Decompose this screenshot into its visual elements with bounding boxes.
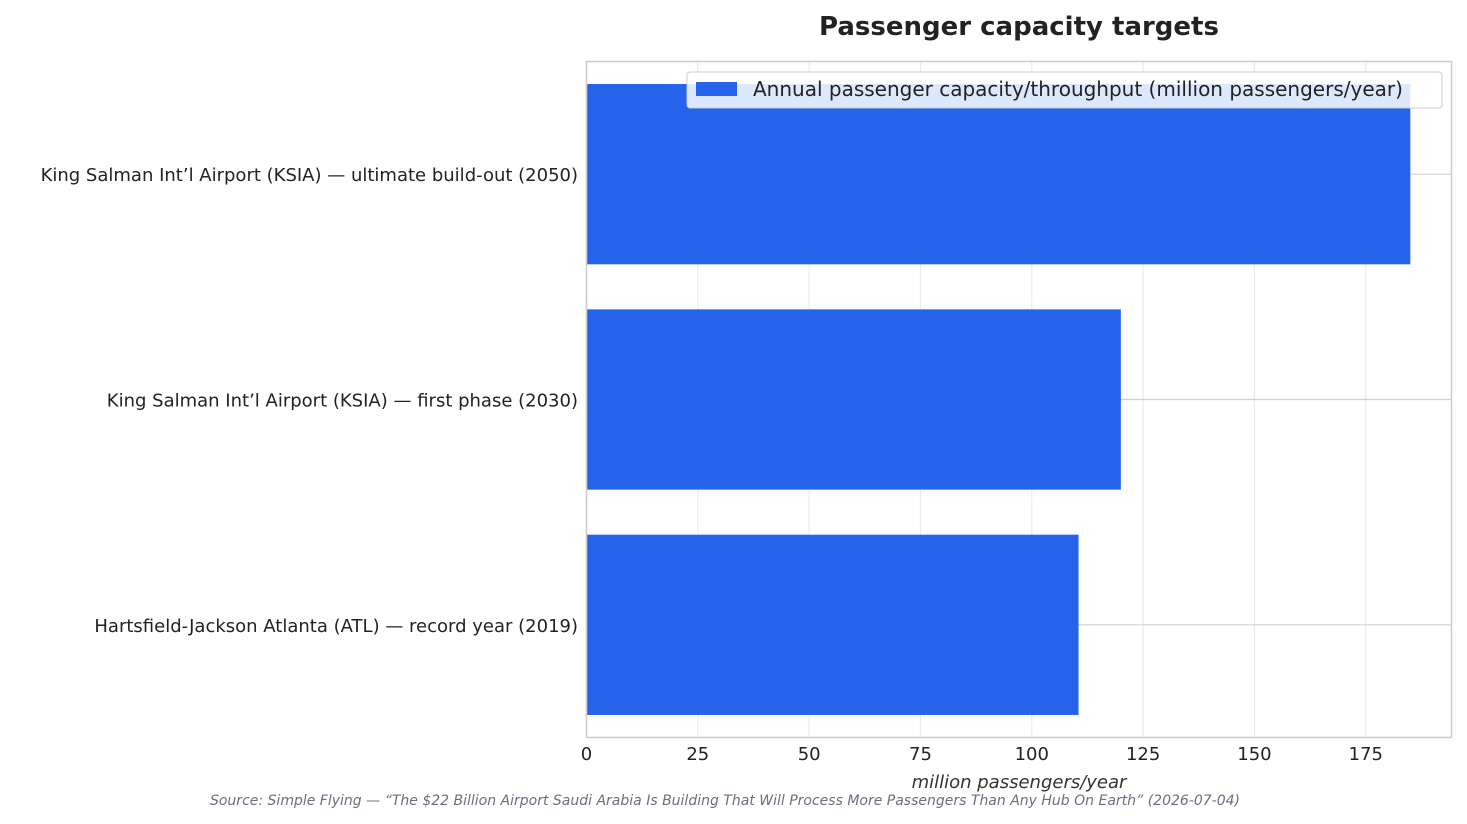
x-tick-label: 25 [686,744,709,765]
x-tick-label: 0 [581,744,592,765]
legend: Annual passenger capacity/throughput (mi… [686,71,1443,109]
category-label: King Salman Int’l Airport (KSIA) — ultim… [41,165,578,186]
bar [586,84,1411,265]
legend-swatch [696,82,737,96]
x-axis-label: million passengers/year [912,772,1128,793]
category-label: Hartsfield-Jackson Atlanta (ATL) — recor… [94,616,578,637]
bar [586,309,1121,490]
legend-label: Annual passenger capacity/throughput (mi… [753,77,1403,101]
category-label: King Salman Int’l Airport (KSIA) — first… [107,391,578,412]
x-tick-label: 75 [909,744,932,765]
x-tick-label: 175 [1349,744,1383,765]
x-tick-label: 100 [1015,744,1049,765]
legend-box [686,71,1443,109]
x-tick-label: 125 [1126,744,1160,765]
x-tick-label: 50 [798,744,821,765]
x-tick-label: 150 [1237,744,1271,765]
category-labels: King Salman Int’l Airport (KSIA) — ultim… [41,165,578,637]
source-note: Source: Simple Flying — “The $22 Billion… [210,793,1240,809]
bars [586,84,1411,715]
plot-frame [585,60,1453,739]
chart-title: Passenger capacity targets [819,12,1219,42]
x-tick-labels: 0 25 50 75 100 125 150 175 [581,744,1383,765]
bar [586,534,1079,715]
